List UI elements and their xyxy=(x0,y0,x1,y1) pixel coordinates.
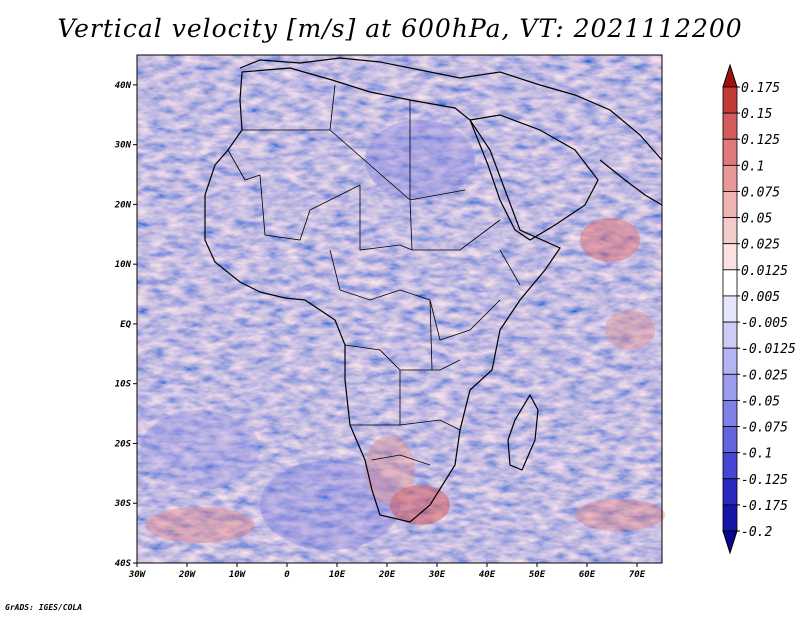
colorbar-label: -0.025 xyxy=(741,368,788,383)
field-patch-rising xyxy=(365,435,415,505)
colorbar-swatch xyxy=(722,269,738,297)
colorbar-swatch xyxy=(722,321,738,349)
lon-tick-label: 50E xyxy=(529,570,546,580)
lon-tick-label: 70E xyxy=(629,570,646,580)
colorbar-label: 0.075 xyxy=(741,185,780,200)
lat-tick-label: 10N xyxy=(115,260,132,270)
colorbar-swatch xyxy=(722,400,738,427)
colorbar-label: 0.0125 xyxy=(741,264,788,279)
lat-tick-label: 10S xyxy=(115,380,132,390)
lat-tick-label: 40N xyxy=(115,81,132,91)
colorbar-swatch xyxy=(722,478,738,506)
colorbar-swatch xyxy=(722,191,738,218)
colorbar-label: 0.125 xyxy=(741,133,780,148)
field-patch-rising xyxy=(575,499,665,531)
lon-tick-label: 20W xyxy=(178,570,197,580)
colorbar-label: 0.175 xyxy=(741,81,780,96)
colorbar-label: 0.05 xyxy=(741,212,772,227)
colorbar-label: -0.005 xyxy=(741,316,788,331)
lat-tick-label: EQ xyxy=(120,320,131,330)
field-patch-sinking xyxy=(365,120,475,200)
lon-tick-label: 10W xyxy=(229,570,247,580)
field-patch-rising xyxy=(605,310,655,350)
field-patch-rising xyxy=(390,485,450,525)
colorbar-label: -0.2 xyxy=(741,525,772,540)
colorbar-label: 0.005 xyxy=(741,290,780,305)
colorbar-label: -0.175 xyxy=(741,499,788,514)
colorbar-swatch xyxy=(722,426,738,454)
colorbar-label: 0.15 xyxy=(741,107,772,122)
map-panel xyxy=(136,54,665,564)
colorbar-label: -0.075 xyxy=(741,421,788,436)
map-axes: 30W 20W 10W 0 10E 20E 30E 40E 50E 60E 70E 40N 30N 20N… xyxy=(114,81,646,580)
lon-tick-label: 30W xyxy=(128,570,147,580)
colorbar-label: -0.1 xyxy=(741,447,772,462)
lat-tick-label: 20N xyxy=(114,200,132,210)
velocity-field xyxy=(137,55,662,563)
colorbar-label: -0.125 xyxy=(741,473,788,488)
lon-tick-label: 10E xyxy=(329,570,346,580)
lon-tick-label: 20E xyxy=(378,570,396,580)
lat-tick-label: 30S xyxy=(114,499,132,509)
coastlines xyxy=(204,57,663,523)
colorbar-swatch xyxy=(722,373,738,401)
colorbar-label: -0.0125 xyxy=(741,342,796,357)
field-patch-rising xyxy=(580,218,640,262)
lon-tick-label: 60E xyxy=(579,570,596,580)
field-patch-sinking xyxy=(140,410,260,490)
colorbar-swatch xyxy=(722,164,738,192)
colorbar-swatch xyxy=(722,86,738,114)
colorbar-label: 0.025 xyxy=(741,238,780,253)
colorbar-swatch xyxy=(722,217,738,245)
lon-tick-label: 30E xyxy=(428,570,446,580)
colorbar: 0.175 0.15 0.125 0.1 0.075 0.05 0.025 0.0125 0.0… xyxy=(722,63,796,555)
colorbar-swatch xyxy=(722,295,738,323)
field-patch-sinking xyxy=(260,460,400,550)
field-patch-rising xyxy=(145,507,255,543)
grads-credit: GrADS: IGES/COLA xyxy=(5,603,83,612)
colorbar-swatch xyxy=(722,138,738,166)
colorbar-swatch xyxy=(722,504,738,532)
colorbar-swatch xyxy=(722,112,738,140)
colorbar-label: -0.05 xyxy=(741,394,780,409)
map-frame xyxy=(136,54,663,564)
lat-tick-label: 30N xyxy=(114,141,132,151)
colorbar-swatch xyxy=(722,452,738,480)
lat-tick-label: 40S xyxy=(115,559,132,569)
colorbar-top-arrow xyxy=(722,63,738,88)
colorbar-swatch xyxy=(722,243,738,271)
colorbar-bottom-arrow xyxy=(722,530,738,555)
colorbar-label: 0.1 xyxy=(741,159,764,174)
lon-tick-label: 0 xyxy=(284,570,290,580)
lon-tick-label: 40E xyxy=(479,570,496,580)
colorbar-swatch xyxy=(722,347,738,375)
country-borders xyxy=(227,84,521,466)
chart-title: Vertical velocity [m/s] at 600hPa, VT: 2… xyxy=(57,14,743,43)
lat-tick-label: 20S xyxy=(114,439,132,449)
